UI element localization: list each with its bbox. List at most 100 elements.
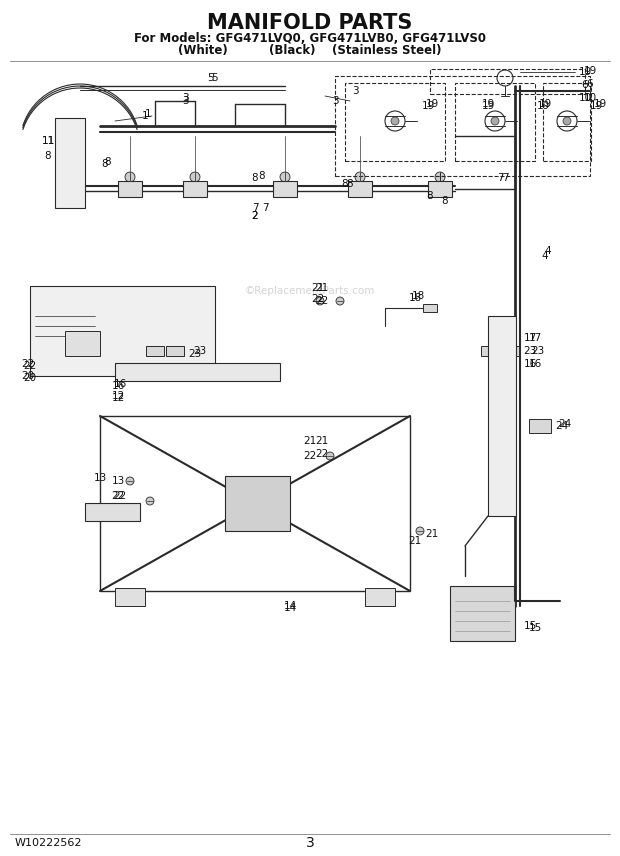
Text: MANIFOLD PARTS: MANIFOLD PARTS <box>207 13 413 33</box>
Text: (White)          (Black)    (Stainless Steel): (White) (Black) (Stainless Steel) <box>179 44 441 56</box>
Text: 23: 23 <box>531 346 544 356</box>
Bar <box>115 588 145 606</box>
Text: 13: 13 <box>94 473 107 483</box>
Circle shape <box>125 172 135 182</box>
Text: 16: 16 <box>523 359 537 369</box>
Text: 21: 21 <box>303 436 317 446</box>
Text: 11: 11 <box>42 136 55 146</box>
Text: 7: 7 <box>252 203 259 213</box>
Circle shape <box>470 602 494 626</box>
Text: 21: 21 <box>311 283 325 293</box>
Text: 19: 19 <box>583 66 596 76</box>
Text: 24: 24 <box>556 421 569 431</box>
Text: 8: 8 <box>105 157 112 167</box>
Text: 8: 8 <box>259 171 265 181</box>
Circle shape <box>190 172 200 182</box>
Text: 19: 19 <box>578 67 591 77</box>
Bar <box>348 181 372 197</box>
Bar <box>428 181 452 197</box>
Text: 17: 17 <box>528 333 542 343</box>
Text: 2: 2 <box>252 211 259 221</box>
Text: 3: 3 <box>352 86 358 96</box>
Text: 15: 15 <box>528 623 542 633</box>
Text: 24: 24 <box>559 419 572 429</box>
Bar <box>183 181 207 197</box>
Text: 22: 22 <box>316 296 329 306</box>
Text: 12: 12 <box>112 391 125 401</box>
Text: 22: 22 <box>311 294 325 304</box>
Bar <box>488 316 516 516</box>
Bar <box>345 83 445 161</box>
Text: 8: 8 <box>252 173 259 183</box>
Bar <box>543 83 591 161</box>
Circle shape <box>67 125 73 131</box>
Text: 10: 10 <box>583 93 596 103</box>
Text: 5: 5 <box>211 73 218 83</box>
Text: 8: 8 <box>342 179 348 189</box>
Text: 18: 18 <box>412 291 425 301</box>
Text: 19: 19 <box>536 101 549 111</box>
Text: 19: 19 <box>538 99 552 109</box>
Text: 23: 23 <box>523 346 537 356</box>
Text: 19: 19 <box>422 101 435 111</box>
Text: 14: 14 <box>283 603 296 613</box>
Text: 22: 22 <box>112 491 125 501</box>
Text: W10222562: W10222562 <box>15 838 82 848</box>
Circle shape <box>355 172 365 182</box>
Text: 8: 8 <box>441 196 448 206</box>
Bar <box>100 416 410 591</box>
Text: 22: 22 <box>24 361 37 371</box>
Text: 2: 2 <box>252 211 259 221</box>
Text: 4: 4 <box>545 246 551 256</box>
Bar <box>225 476 290 531</box>
Text: 3: 3 <box>306 836 314 850</box>
Text: 22: 22 <box>303 451 317 461</box>
Text: 3: 3 <box>332 96 339 106</box>
Text: 8: 8 <box>347 179 353 189</box>
Text: 20: 20 <box>22 371 35 381</box>
Text: 3: 3 <box>182 96 188 106</box>
Text: 16: 16 <box>113 379 126 389</box>
Bar <box>115 363 280 381</box>
Bar <box>501 346 519 356</box>
Text: 8: 8 <box>102 159 108 169</box>
Circle shape <box>280 172 290 182</box>
Text: 22: 22 <box>113 491 126 501</box>
Text: 5: 5 <box>206 73 213 83</box>
Text: 7: 7 <box>497 173 503 183</box>
Bar <box>481 346 499 356</box>
Text: 7: 7 <box>262 203 268 213</box>
Text: 22: 22 <box>316 449 329 459</box>
Bar <box>65 331 100 356</box>
Text: 1: 1 <box>142 111 148 121</box>
Text: 3: 3 <box>182 93 188 103</box>
Text: 11: 11 <box>42 136 55 146</box>
Text: 21: 21 <box>316 436 329 446</box>
Text: 16: 16 <box>528 359 542 369</box>
Text: 19: 19 <box>593 99 606 109</box>
Circle shape <box>326 452 334 460</box>
Circle shape <box>316 297 324 305</box>
Bar <box>529 419 551 433</box>
Bar <box>273 181 297 197</box>
Text: 18: 18 <box>409 293 422 303</box>
Text: 14: 14 <box>283 601 296 611</box>
Text: 1: 1 <box>144 109 151 119</box>
Text: 6: 6 <box>587 79 593 89</box>
Circle shape <box>416 527 424 535</box>
Circle shape <box>435 172 445 182</box>
Text: 21: 21 <box>409 536 422 546</box>
Circle shape <box>336 297 344 305</box>
Text: 12: 12 <box>112 393 125 403</box>
Text: For Models: GFG471LVQ0, GFG471LVB0, GFG471LVS0: For Models: GFG471LVQ0, GFG471LVB0, GFG4… <box>134 32 486 45</box>
Bar <box>30 286 215 376</box>
Text: 16: 16 <box>112 381 125 391</box>
Bar <box>55 118 85 208</box>
Text: 19: 19 <box>590 101 603 111</box>
Bar <box>455 83 535 161</box>
Text: 19: 19 <box>481 99 495 109</box>
Bar <box>166 346 184 356</box>
Circle shape <box>126 477 134 485</box>
Text: 17: 17 <box>523 333 537 343</box>
Text: 15: 15 <box>523 621 537 631</box>
